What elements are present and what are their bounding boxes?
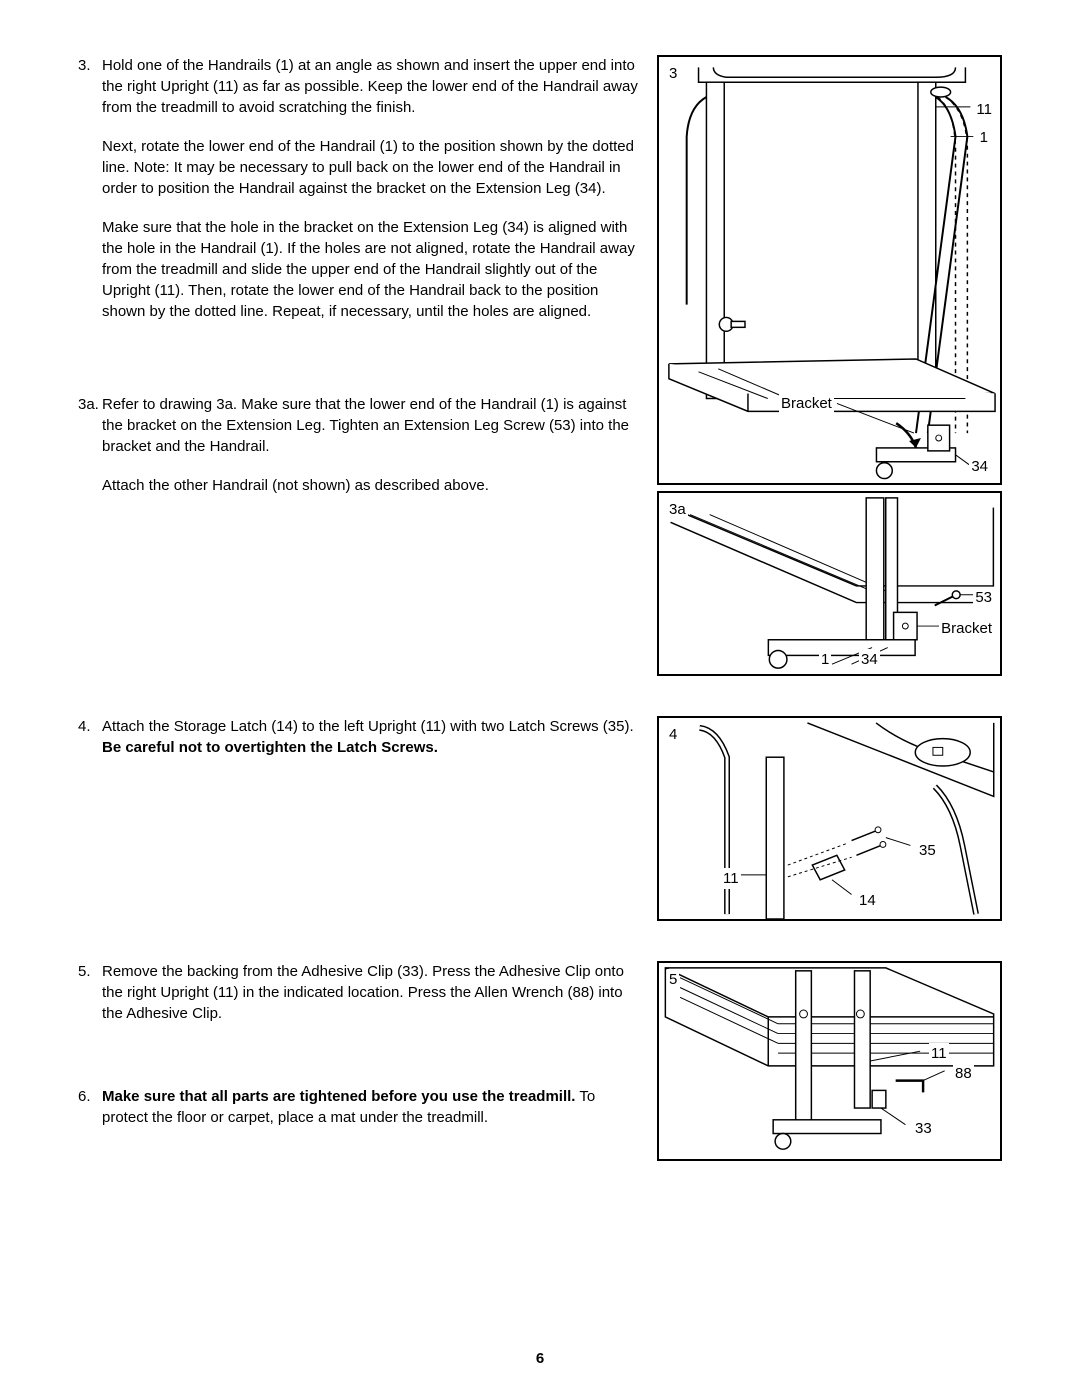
fig4-number: 4 <box>667 724 679 745</box>
step-3-number: 3. <box>78 55 102 322</box>
fig3a-label-bracket: Bracket <box>939 618 994 639</box>
row-step-3: 3. Hold one of the Handrails (1) at an a… <box>78 55 1002 676</box>
fig3-label-1: 1 <box>978 127 990 148</box>
step-4-number: 4. <box>78 716 102 758</box>
step-3-p2: Next, rotate the lower end of the Handra… <box>102 136 639 199</box>
figure-5: 5 11 88 33 <box>657 961 1002 1161</box>
fig3a-label-34: 34 <box>859 649 880 670</box>
fig3-label-11: 11 <box>974 99 994 120</box>
text-column-5: 5. Remove the backing from the Adhesive … <box>78 961 639 1161</box>
step-6-p1: Make sure that all parts are tightened b… <box>102 1086 639 1128</box>
step-5: 5. Remove the backing from the Adhesive … <box>78 961 639 1024</box>
fig4-label-11: 11 <box>721 868 741 889</box>
step-3: 3. Hold one of the Handrails (1) at an a… <box>78 55 639 322</box>
step-5-p1: Remove the backing from the Adhesive Cli… <box>102 961 639 1024</box>
row-step-4: 4. Attach the Storage Latch (14) to the … <box>78 716 1002 921</box>
step-5-number: 5. <box>78 961 102 1024</box>
text-column-3: 3. Hold one of the Handrails (1) at an a… <box>78 55 639 676</box>
step-3a: 3a. Refer to drawing 3a. Make sure that … <box>78 394 639 496</box>
step-3a-number: 3a. <box>78 394 102 496</box>
step-3a-p1: Refer to drawing 3a. Make sure that the … <box>102 394 639 457</box>
figure-3: 3 11 1 Bracket 34 <box>657 55 1002 485</box>
fig4-label-14: 14 <box>857 890 878 911</box>
step-6-number: 6. <box>78 1086 102 1128</box>
figure-3a: 3a 53 Bracket 1 34 <box>657 491 1002 676</box>
fig5-number: 5 <box>667 969 679 990</box>
step-4: 4. Attach the Storage Latch (14) to the … <box>78 716 639 758</box>
fig3a-number: 3a <box>667 499 688 520</box>
fig3-label-bracket: Bracket <box>779 393 834 414</box>
fig3-label-34: 34 <box>969 456 990 477</box>
fig5-label-33: 33 <box>913 1118 934 1139</box>
fig3a-label-53: 53 <box>973 587 994 608</box>
figure-column-3: 3 11 1 Bracket 34 <box>657 55 1002 676</box>
step-4-p1: Attach the Storage Latch (14) to the lef… <box>102 716 639 758</box>
step-3-p1: Hold one of the Handrails (1) at an angl… <box>102 55 639 118</box>
step-3a-p2: Attach the other Handrail (not shown) as… <box>102 475 639 496</box>
fig4-label-35: 35 <box>917 840 938 861</box>
fig3-number: 3 <box>667 63 679 84</box>
step-3-p3: Make sure that the hole in the bracket o… <box>102 217 639 322</box>
step-6: 6. Make sure that all parts are tightene… <box>78 1086 639 1128</box>
page-number: 6 <box>0 1348 1080 1369</box>
fig5-label-11: 11 <box>929 1043 949 1064</box>
row-step-5: 5. Remove the backing from the Adhesive … <box>78 961 1002 1161</box>
text-column-4: 4. Attach the Storage Latch (14) to the … <box>78 716 639 921</box>
figure-4: 4 35 11 14 <box>657 716 1002 921</box>
fig3a-label-1: 1 <box>819 649 831 670</box>
fig5-label-88: 88 <box>953 1063 974 1084</box>
